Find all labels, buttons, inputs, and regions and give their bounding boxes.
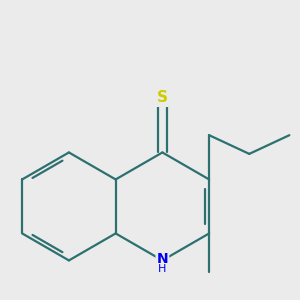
Text: H: H bbox=[158, 264, 166, 274]
Text: S: S bbox=[157, 91, 168, 106]
Text: N: N bbox=[157, 252, 168, 266]
